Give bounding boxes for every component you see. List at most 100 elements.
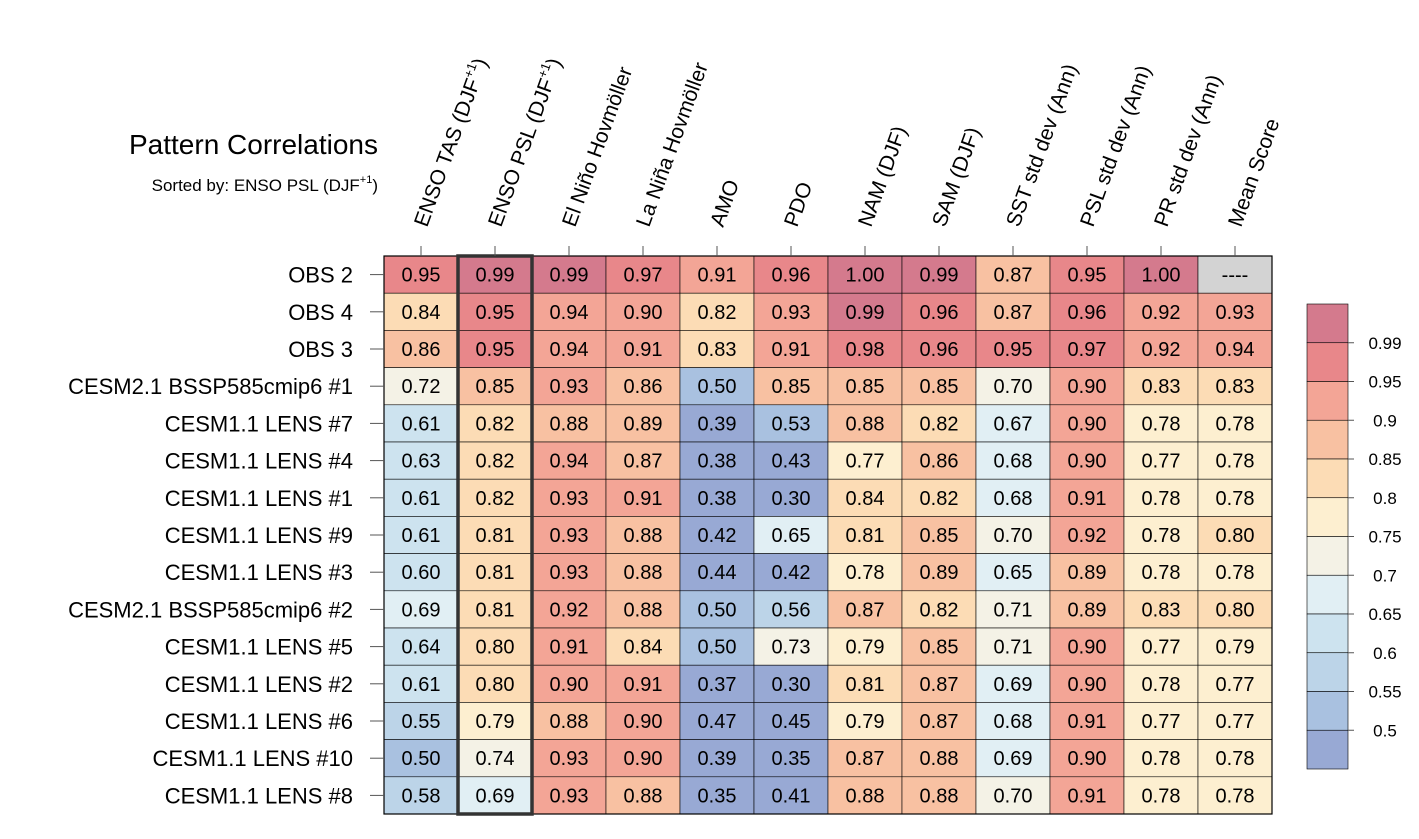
cell-value-label: 0.91 — [772, 339, 811, 361]
colorbar-box — [1306, 381, 1349, 421]
colorbar-label: 0.7 — [1373, 566, 1397, 585]
cell-value-label: 0.88 — [846, 785, 885, 807]
cell-value-label: 0.78 — [1216, 562, 1255, 584]
cell-value-label: 0.93 — [1216, 302, 1255, 324]
cell-value-label: 0.90 — [1068, 637, 1107, 659]
heatmap-cell — [1049, 367, 1125, 406]
colorbar-label: 0.99 — [1368, 334, 1401, 353]
cell-value-label: 0.77 — [1142, 451, 1181, 473]
heatmap-cell — [975, 627, 1051, 666]
colorbar-box — [1306, 497, 1349, 537]
heatmap-cell — [1123, 553, 1199, 592]
chart-subtitle-main: Sorted by: ENSO PSL (DJF — [152, 176, 360, 195]
cell-value-label: 0.79 — [1216, 637, 1255, 659]
cell-value-label: 0.78 — [1216, 748, 1255, 770]
heatmap-cell — [827, 292, 903, 331]
cell-value-label: 0.91 — [624, 339, 663, 361]
column-label-text: Mean Score — [1224, 115, 1284, 229]
heatmap-cell — [901, 553, 977, 592]
heatmap-cell — [827, 441, 903, 480]
cell-value-label: 0.50 — [698, 376, 737, 398]
column-label-sup: +1 — [460, 61, 479, 80]
cell-value-label: 0.69 — [402, 599, 441, 621]
heatmap-cell — [753, 404, 829, 443]
cell-value-label: 0.81 — [476, 599, 515, 621]
colorbar-box — [1306, 652, 1349, 692]
cell-value-label: 0.61 — [402, 413, 441, 435]
heatmap-cell — [679, 516, 755, 554]
column-label: PR std dev (Ann) — [1150, 72, 1226, 230]
cell-value-label: 0.41 — [772, 785, 811, 807]
heatmap-cell — [383, 441, 459, 480]
heatmap-cell — [1197, 702, 1273, 740]
heatmap-cell — [605, 776, 681, 815]
cell-value-label: 0.82 — [920, 413, 959, 435]
heatmap-cell — [605, 553, 681, 592]
heatmap-cell — [1123, 739, 1199, 778]
cell-value-label: 0.44 — [698, 562, 737, 584]
heatmap-cell — [1123, 590, 1199, 629]
cell-value-label: 0.37 — [698, 674, 737, 696]
cell-value-label: 0.78 — [846, 562, 885, 584]
row-label: CESM1.1 LENS #10 — [152, 746, 353, 771]
heatmap-cells: 0.95 0.99 0.99 0.97 0.91 0.96 1.00 0.99 0.87 0.95… — [383, 254, 1273, 816]
cell-value-label: 0.78 — [1216, 488, 1255, 510]
heatmap-cell — [901, 776, 977, 815]
row-label: OBS 3 — [288, 337, 353, 362]
cell-value-label: 0.79 — [476, 711, 515, 733]
cell-value-label: 0.87 — [624, 451, 663, 473]
heatmap-cell — [1123, 627, 1199, 666]
cell-value-label: 0.82 — [476, 488, 515, 510]
heatmap-cell — [457, 664, 533, 703]
column-label-text: ENSO TAS (DJF — [410, 76, 485, 230]
cell-value-label: 0.80 — [476, 637, 515, 659]
cell-value-label: 0.95 — [476, 302, 515, 324]
row-label: CESM2.1 BSSP585cmip6 #2 — [68, 597, 353, 622]
colorbar-box — [1306, 691, 1349, 731]
cell-value-label: 0.79 — [846, 711, 885, 733]
cell-value-label: 0.70 — [994, 785, 1033, 807]
row-label: CESM1.1 LENS #2 — [165, 672, 353, 697]
cell-value-label: 0.83 — [698, 339, 737, 361]
cell-value-label: 0.78 — [1142, 525, 1181, 547]
heatmap-cell — [1049, 441, 1125, 480]
heatmap-cell — [457, 702, 533, 740]
cell-value-label: 0.78 — [1142, 748, 1181, 770]
cell-value-label: 0.92 — [550, 599, 589, 621]
cell-value-label: 0.39 — [698, 413, 737, 435]
cell-value-label: 0.77 — [1216, 711, 1255, 733]
heatmap-cell — [827, 590, 903, 629]
cell-value-label: 0.78 — [1142, 413, 1181, 435]
heatmap-cell — [679, 702, 755, 740]
heatmap-cell — [901, 404, 977, 443]
heatmap-cell — [531, 367, 607, 406]
column-label: PDO — [780, 179, 817, 230]
heatmap-cell — [457, 367, 533, 406]
cell-value-label: 0.45 — [772, 711, 811, 733]
cell-value-label: 0.91 — [550, 637, 589, 659]
heatmap-cell — [827, 404, 903, 443]
cell-value-label: 0.78 — [1142, 785, 1181, 807]
row-label: OBS 4 — [288, 300, 353, 325]
heatmap-cell — [753, 553, 829, 592]
cell-value-label: 0.58 — [402, 785, 441, 807]
heatmap-cell — [531, 478, 607, 517]
heatmap-cell — [901, 702, 977, 740]
heatmap-cell — [1049, 478, 1125, 517]
heatmap-cell — [457, 627, 533, 666]
column-label-sup: +1 — [534, 61, 553, 80]
colorbar-box — [1306, 613, 1349, 654]
cell-value-label: 0.83 — [1216, 376, 1255, 398]
cell-value-label: 0.65 — [994, 562, 1033, 584]
heatmap-cell — [1123, 404, 1199, 443]
heatmap-cell — [1049, 590, 1125, 629]
heatmap-cell — [1197, 627, 1273, 666]
cell-value-label: 0.91 — [1068, 488, 1107, 510]
heatmap-cell — [901, 516, 977, 554]
cell-value-label: 0.90 — [1068, 674, 1107, 696]
cell-value-label: 0.38 — [698, 451, 737, 473]
cell-value-label: 0.94 — [550, 339, 589, 361]
cell-value-label: 0.42 — [772, 562, 811, 584]
colorbar-label: 0.9 — [1373, 411, 1397, 430]
heatmap-cell — [753, 627, 829, 666]
